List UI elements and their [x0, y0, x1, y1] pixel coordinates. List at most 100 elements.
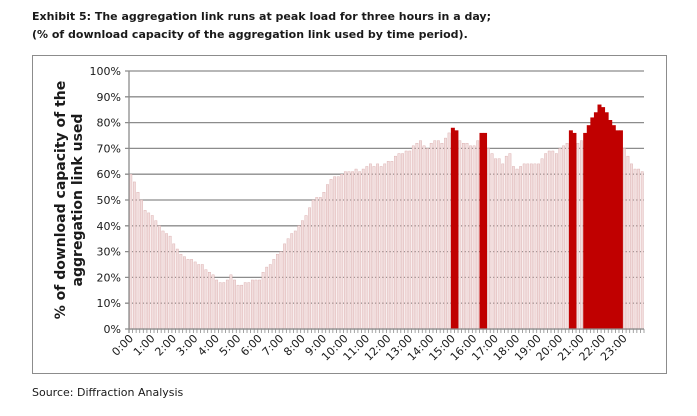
- bar: [365, 166, 369, 330]
- peak-bar: [590, 117, 595, 329]
- bar: [465, 143, 469, 330]
- bar: [147, 212, 151, 330]
- x-tick-label: 6:00: [238, 332, 265, 359]
- peak-bar: [618, 130, 623, 329]
- bar: [394, 155, 397, 330]
- bar: [204, 269, 208, 330]
- bar: [279, 251, 283, 330]
- bar: [168, 235, 172, 330]
- bar: [447, 132, 451, 330]
- y-tick-label: 80%: [97, 117, 121, 130]
- bar: [419, 140, 422, 330]
- y-tick-label: 30%: [97, 246, 121, 259]
- bar: [458, 140, 462, 330]
- x-tick-label: 4:00: [195, 332, 222, 359]
- bar: [297, 225, 301, 330]
- bar: [175, 248, 179, 330]
- bar: [229, 274, 233, 330]
- bar: [408, 150, 412, 330]
- bar: [376, 163, 379, 330]
- bar: [386, 161, 390, 330]
- bar: [172, 243, 176, 330]
- y-tick-label: 0%: [104, 323, 121, 336]
- bar: [436, 140, 440, 330]
- peak-bar: [572, 132, 577, 329]
- bar: [547, 150, 551, 330]
- bar: [433, 140, 437, 330]
- x-tick-label: 3:00: [174, 332, 201, 359]
- bar: [533, 163, 537, 330]
- bar: [283, 243, 286, 330]
- bar: [311, 199, 315, 330]
- bar: [558, 148, 562, 330]
- bar: [562, 145, 565, 330]
- bar: [140, 199, 143, 330]
- bar: [129, 173, 133, 330]
- bar: [622, 148, 626, 330]
- peak-bar: [615, 130, 620, 329]
- bar: [444, 137, 447, 330]
- bar: [404, 150, 408, 330]
- y-tick-label: 90%: [97, 91, 121, 104]
- bar: [633, 168, 637, 330]
- bar: [347, 171, 351, 330]
- bar: [333, 176, 337, 330]
- bar: [186, 259, 190, 330]
- bar: [197, 264, 201, 330]
- peak-bar: [611, 125, 616, 330]
- chart-frame: [32, 55, 667, 374]
- bar: [494, 158, 497, 330]
- bar: [158, 225, 161, 330]
- y-tick-label: 20%: [97, 271, 121, 284]
- bar: [512, 166, 515, 330]
- peak-bar: [568, 130, 573, 329]
- y-axis-title-line1: % of download capacity of the: [53, 81, 69, 320]
- y-tick-label: 100%: [90, 65, 121, 78]
- bar: [326, 184, 329, 330]
- bar: [143, 210, 147, 330]
- bar: [154, 220, 158, 330]
- chart-title: Exhibit 5: The aggregation link runs at …: [32, 10, 491, 23]
- bar: [415, 143, 419, 330]
- bar: [397, 153, 401, 330]
- peak-bar: [593, 112, 598, 329]
- bar: [233, 279, 236, 330]
- bar: [301, 220, 304, 330]
- bar: [390, 161, 394, 330]
- bar: [254, 279, 258, 330]
- peak-bar: [454, 130, 459, 329]
- bar: [462, 143, 465, 330]
- y-axis-title-line2: aggregation link used: [70, 114, 86, 287]
- bar: [243, 282, 247, 330]
- bar: [522, 163, 526, 330]
- bar: [383, 163, 387, 330]
- bar: [554, 153, 558, 330]
- x-tick-label: 5:00: [217, 332, 244, 359]
- bar: [422, 145, 426, 330]
- bar: [426, 148, 430, 330]
- bar: [336, 176, 340, 330]
- bar: [497, 158, 501, 330]
- bar: [551, 150, 555, 330]
- bar: [580, 140, 583, 330]
- bar: [576, 143, 580, 330]
- bar: [472, 145, 476, 330]
- bar: [150, 215, 154, 330]
- bar: [315, 197, 319, 330]
- bar: [401, 153, 404, 330]
- peak-bar: [608, 120, 613, 330]
- bar: [358, 171, 362, 330]
- bar: [193, 261, 197, 330]
- bar: [247, 282, 251, 330]
- bar: [508, 153, 512, 330]
- bar: [286, 238, 290, 330]
- bar: [501, 163, 505, 330]
- x-tick-label: 8:00: [281, 332, 308, 359]
- bar: [200, 264, 204, 330]
- bar: [322, 192, 326, 330]
- chart-subtitle: (% of download capacity of the aggregati…: [32, 28, 468, 41]
- bar: [340, 173, 344, 330]
- bar: [529, 163, 533, 330]
- x-tick-label: 7:00: [260, 332, 287, 359]
